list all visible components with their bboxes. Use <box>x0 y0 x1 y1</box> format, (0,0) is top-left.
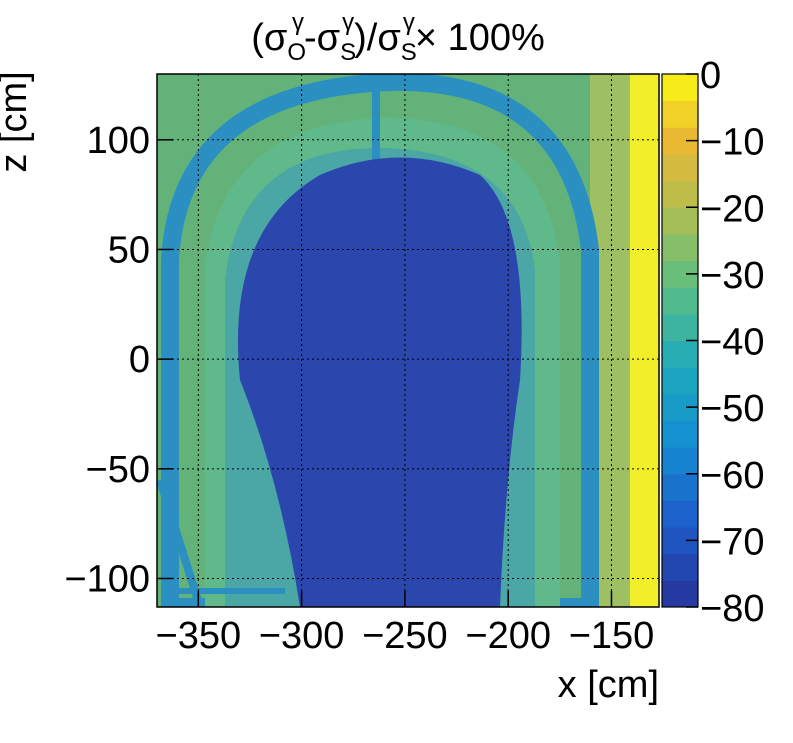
colorbar-tick-label: −10 <box>700 122 764 164</box>
colorbar-tick-label: −60 <box>700 455 764 497</box>
colorbar-tick-label: −30 <box>700 255 764 297</box>
x-tick-label: −300 <box>259 615 345 657</box>
colorbar-segment <box>662 100 698 128</box>
colorbar-segment <box>662 233 698 262</box>
colorbar-tick-label: 0 <box>700 55 721 97</box>
y-tick-label: −100 <box>64 558 150 600</box>
inner-core-region <box>237 157 522 607</box>
vertical-stem <box>372 74 380 164</box>
colorbar-segment <box>662 74 698 102</box>
colorbar-tick-label: −70 <box>700 521 764 563</box>
y-axis: −100 −50 0 50 100 <box>64 120 173 600</box>
colorbar-segment <box>662 500 698 528</box>
x-tick-label: −150 <box>569 615 655 657</box>
colorbar-segment <box>662 447 698 475</box>
outer-ring-band <box>161 74 599 607</box>
y-tick-label: 100 <box>87 120 150 162</box>
x-axis: −350 −300 −250 −200 −150 <box>156 591 655 657</box>
y-tick-label: 50 <box>108 229 150 271</box>
x-axis-label: x [cm] <box>558 664 659 706</box>
bottom-stripe <box>175 588 285 594</box>
colorbar-segment <box>662 420 698 448</box>
colorbar-segment <box>662 287 698 315</box>
colorbar-segment <box>662 473 698 501</box>
y-axis-label: z [cm] <box>0 71 35 172</box>
colorbar-segment <box>662 313 698 341</box>
grid <box>157 74 659 607</box>
plot-frame <box>156 73 660 608</box>
y-tick-label: 0 <box>129 339 150 381</box>
x-tick-label: −350 <box>156 615 242 657</box>
colorbar-tick-label: −80 <box>700 588 764 630</box>
colorbar-segment <box>662 553 698 581</box>
colorbar-tick-label: −40 <box>700 322 764 364</box>
lower-left-stripe <box>157 478 204 607</box>
colorbar-axis: 0 −10 −20 −30 −40 −50 −60 −70 −80 <box>686 55 764 630</box>
colorbar-segment <box>662 153 698 182</box>
colorbar-segment <box>662 180 698 208</box>
colorbar-segment <box>662 340 698 368</box>
colorbar-segment <box>662 580 698 608</box>
colorbar-tick-label: −20 <box>700 188 764 230</box>
x-tick-label: −200 <box>465 615 551 657</box>
colorbar-segment <box>662 367 698 395</box>
heatmap-plot-area <box>157 74 659 607</box>
right-edge-region <box>630 74 659 607</box>
colorbar-tick-label: −50 <box>700 388 764 430</box>
chart-title: (σOγ-σSγ)/σSγ× 100% <box>251 9 545 66</box>
x-tick-label: −250 <box>362 615 448 657</box>
colorbar-segment <box>662 207 698 235</box>
y-tick-label: −50 <box>86 449 150 491</box>
